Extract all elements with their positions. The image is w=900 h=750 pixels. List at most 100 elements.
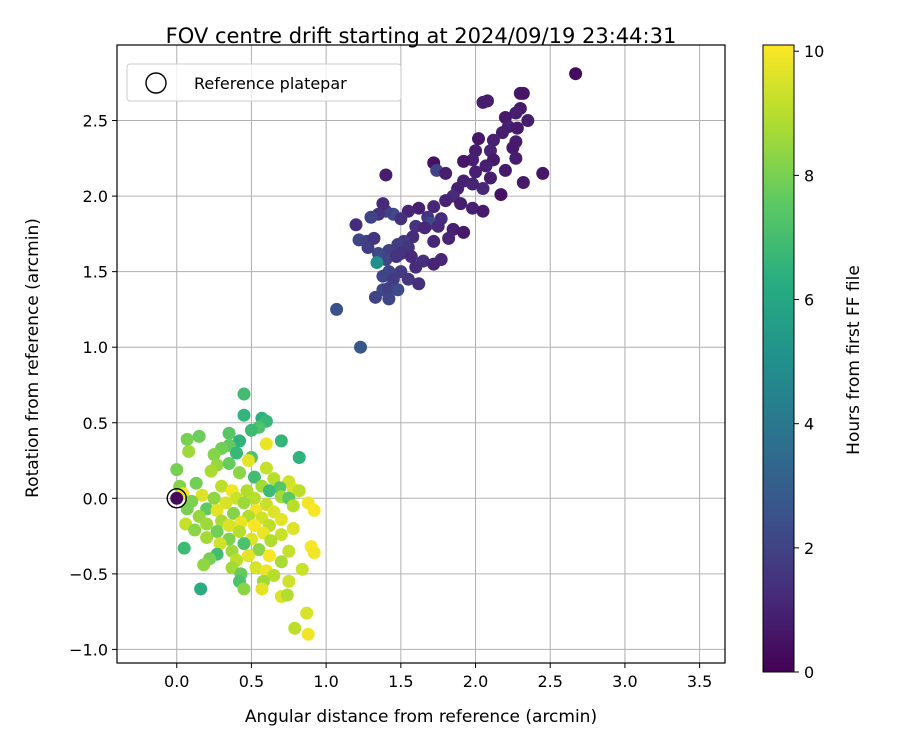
data-point	[180, 502, 194, 516]
x-axis-label: Angular distance from reference (arcmin)	[245, 707, 597, 727]
data-point	[427, 234, 441, 248]
data-point	[516, 86, 530, 100]
data-point	[259, 461, 273, 475]
data-points	[170, 67, 583, 641]
data-point	[409, 260, 423, 274]
data-point	[454, 197, 468, 211]
data-point	[274, 434, 288, 448]
data-point	[376, 269, 390, 283]
data-point	[364, 210, 378, 224]
data-point	[182, 444, 196, 458]
data-point	[232, 525, 246, 539]
data-point	[241, 454, 255, 468]
data-point	[219, 496, 233, 510]
y-tick-label: −0.5	[69, 565, 108, 584]
chart-title: FOV centre drift starting at 2024/09/19 …	[166, 24, 677, 48]
data-point	[237, 537, 251, 551]
colorbar-tick-label: 4	[804, 415, 814, 434]
data-point	[252, 543, 266, 557]
data-point	[222, 426, 236, 440]
legend: Reference platepar	[126, 63, 402, 102]
data-point	[495, 126, 509, 140]
reference-platepar-point	[166, 488, 187, 509]
data-point	[195, 488, 209, 502]
data-point	[469, 165, 483, 179]
data-point	[170, 491, 184, 505]
y-tick-label: 1.5	[83, 263, 108, 282]
x-tick-label: 2.5	[537, 672, 562, 691]
y-tick-label: 0.0	[83, 489, 108, 508]
data-point	[192, 429, 206, 443]
colorbar-tick-label: 8	[804, 166, 814, 185]
data-point	[194, 582, 208, 596]
data-point	[286, 499, 300, 513]
data-point	[274, 528, 288, 542]
data-point	[391, 283, 405, 297]
reference-marker	[166, 488, 187, 509]
x-tick-label: 1.5	[388, 672, 413, 691]
data-point	[472, 132, 486, 146]
data-point	[282, 574, 296, 588]
data-point	[232, 434, 246, 448]
data-point	[189, 476, 203, 490]
data-point	[180, 432, 194, 446]
data-point	[247, 470, 261, 484]
data-point	[476, 204, 490, 218]
data-point	[301, 627, 315, 641]
data-point	[237, 387, 251, 401]
data-point	[498, 163, 512, 177]
data-point	[210, 525, 224, 539]
x-tick-label: 0.0	[164, 672, 189, 691]
data-point	[259, 437, 273, 451]
data-point	[282, 544, 296, 558]
data-point	[494, 188, 508, 202]
data-point	[207, 491, 221, 505]
data-point	[247, 518, 261, 532]
data-point	[307, 546, 321, 560]
data-point	[509, 151, 523, 165]
data-point	[427, 200, 441, 214]
colorbar-tick-label: 0	[804, 663, 814, 682]
y-axis-ticks: −1.0 −0.5 0.0 0.5 1.0 1.5 2.0 2.5	[69, 112, 117, 659]
data-point	[255, 582, 269, 596]
y-tick-label: 0.5	[83, 414, 108, 433]
colorbar-ticks: 0 2 4 6 8 10	[794, 42, 824, 682]
data-point	[241, 549, 255, 563]
data-point	[170, 463, 184, 477]
data-point	[227, 506, 241, 520]
data-point	[480, 94, 494, 108]
y-tick-label: 2.0	[83, 187, 108, 206]
data-point	[286, 522, 300, 536]
data-point	[389, 250, 403, 264]
y-tick-label: −1.0	[69, 640, 108, 659]
data-point	[244, 423, 258, 437]
data-point	[479, 159, 493, 173]
data-point	[200, 531, 214, 545]
data-point	[274, 512, 288, 526]
data-point	[457, 225, 471, 239]
data-point	[431, 219, 445, 233]
data-point	[457, 154, 471, 168]
colorbar-tick-label: 10	[804, 42, 824, 61]
data-point	[222, 518, 236, 532]
data-point	[569, 67, 583, 81]
data-point	[401, 272, 415, 286]
colorbar: 0 2 4 6 8 10 Hours from first FF file	[762, 42, 864, 682]
y-tick-label: 2.5	[83, 112, 108, 131]
data-point	[307, 503, 321, 517]
data-point	[367, 231, 381, 245]
data-point	[207, 447, 221, 461]
data-point	[442, 231, 456, 245]
data-point	[213, 537, 227, 551]
data-point	[536, 166, 550, 180]
data-point	[237, 582, 251, 596]
data-point	[210, 503, 224, 517]
data-point	[370, 256, 384, 270]
data-point	[267, 568, 281, 582]
data-point	[262, 484, 276, 498]
x-tick-label: 1.0	[313, 672, 338, 691]
data-point	[222, 457, 236, 471]
data-point	[434, 253, 448, 267]
colorbar-tick-label: 6	[804, 291, 814, 310]
y-tick-label: 1.0	[83, 338, 108, 357]
